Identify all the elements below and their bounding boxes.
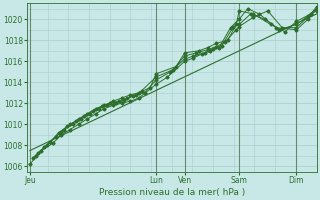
X-axis label: Pression niveau de la mer( hPa ): Pression niveau de la mer( hPa ) — [99, 188, 245, 197]
